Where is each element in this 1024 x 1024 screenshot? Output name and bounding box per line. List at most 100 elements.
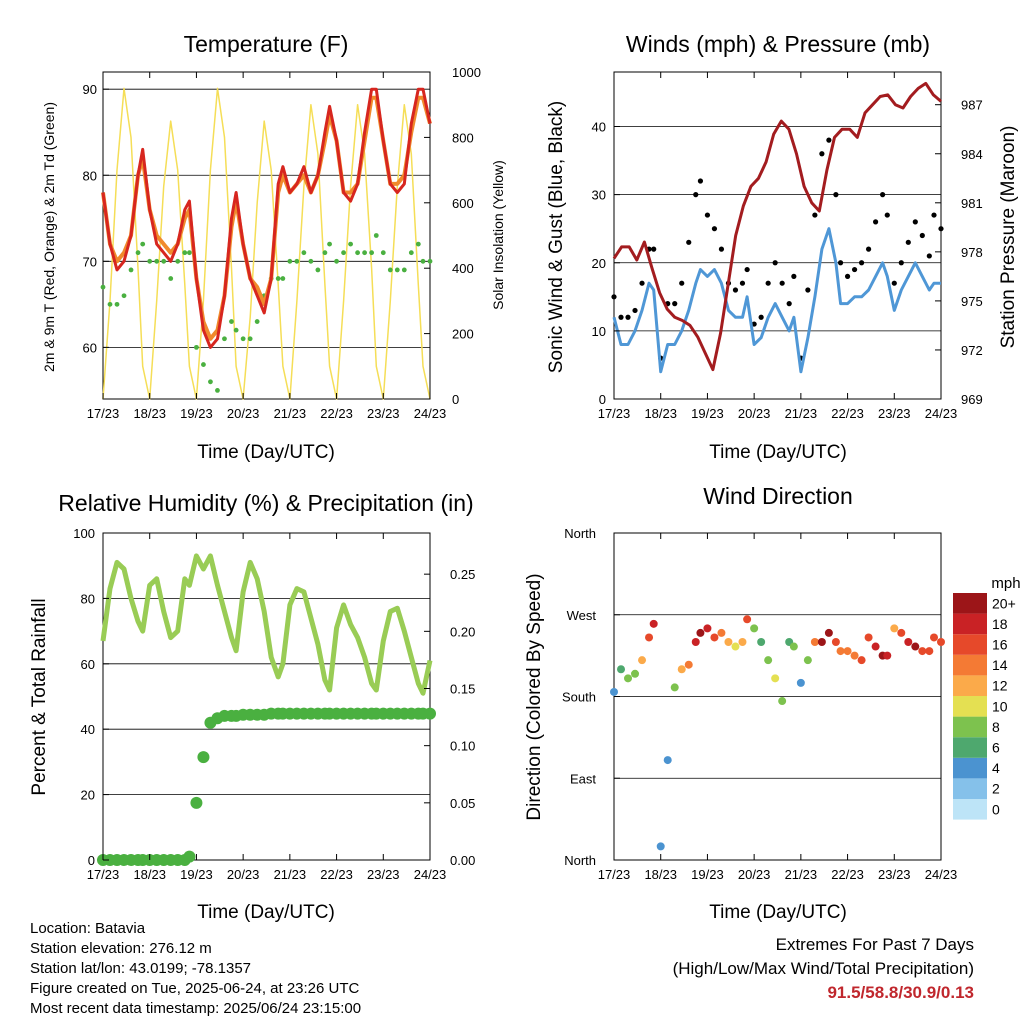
wind-direction-title: Wind Direction (703, 483, 853, 509)
y2-tick-label: 978 (961, 245, 983, 260)
rain-point (197, 751, 210, 764)
y-tick-label: 80 (83, 168, 97, 183)
x-tick-label: 21/23 (785, 406, 818, 421)
colorbar-cell (953, 675, 987, 696)
colorbar-label: 8 (992, 719, 1000, 735)
direction-point (904, 638, 913, 646)
dewpoint-point (247, 336, 253, 342)
dewpoint-point (114, 301, 120, 307)
y-tick-label: 100 (73, 526, 95, 541)
temperature-panel: Temperature (F) 60 70 80 90 0 200 400 600 800 100… (41, 31, 506, 463)
gust-point (679, 280, 685, 286)
x-tick-label: 21/23 (274, 867, 307, 882)
gust-point (891, 280, 897, 286)
direction-point (897, 628, 906, 637)
x-tick-label: 24/23 (925, 867, 958, 882)
x-tick-label: 23/23 (367, 867, 400, 882)
x-tick-label: 24/23 (414, 406, 447, 421)
colorbar-label: 18 (992, 616, 1008, 632)
y2-tick-label: 0 (452, 392, 459, 407)
direction-point (796, 678, 805, 687)
x-tick-label: 19/23 (180, 867, 213, 882)
gust-point (786, 301, 792, 307)
x-tick-label: 23/23 (878, 867, 911, 882)
solar-line (102, 87, 431, 400)
dewpoint-point (373, 233, 379, 238)
dewpoint-point (355, 250, 360, 256)
colorbar-label: 6 (992, 740, 1000, 756)
direction-point (864, 633, 873, 642)
gust-point (625, 314, 631, 320)
direction-point (857, 656, 866, 665)
direction-point (890, 624, 899, 633)
temperature-title: Temperature (F) (184, 31, 349, 57)
created-text: Figure created on Tue, 2025-06-24, at 23… (30, 980, 360, 997)
temperature-series (100, 87, 433, 400)
direction-point (645, 633, 654, 642)
x-tick-label: 24/23 (414, 867, 447, 882)
temperature-ylabel-right: Solar Insolation (Yellow) (490, 160, 506, 310)
winds-xlabel: Time (Day/UTC) (709, 442, 847, 463)
x-tick-label: 18/23 (644, 867, 677, 882)
y2-tick-label: 972 (961, 343, 983, 358)
winds-plot-area (613, 71, 942, 400)
y-tick-label: South (562, 690, 596, 705)
colorbar-cell (953, 799, 987, 820)
gust-point (865, 246, 872, 252)
speed-colorbar: 0 2 4 6 8 10 12 14 16 18 20+ (953, 593, 1016, 820)
latlon-text: Station lat/lon: 43.0199; -78.1357 (30, 960, 252, 977)
gust-point (697, 178, 704, 184)
x-tick-label: 21/23 (274, 406, 307, 421)
y2-tick-label: 0.20 (450, 624, 475, 639)
dewpoint-point (254, 319, 260, 324)
y-tick-label: 20 (81, 788, 95, 803)
x-tick-label: 21/23 (785, 867, 818, 882)
dewpoint-point (322, 250, 328, 256)
x-tick-label: 17/23 (87, 867, 120, 882)
y-tick-label: 60 (83, 340, 97, 355)
direction-point (696, 628, 705, 637)
direction-point (803, 656, 812, 665)
dewpoint-point (287, 258, 293, 264)
gust-point (931, 212, 937, 218)
rain-point (183, 850, 196, 863)
dewpoint-point (294, 258, 300, 264)
colorbar-label: 12 (992, 678, 1008, 694)
direction-point (724, 638, 733, 646)
direction-point (617, 665, 626, 674)
y-tick-label: West (567, 608, 597, 623)
direction-point (731, 642, 740, 651)
wind-direction-points (610, 615, 945, 851)
direction-point (710, 633, 719, 642)
x-tick-label: 18/23 (133, 406, 166, 421)
dewpoint-point (187, 250, 192, 256)
dewpoint-point (362, 250, 367, 256)
direction-point (824, 628, 833, 637)
direction-point (778, 697, 787, 706)
direction-point (656, 842, 665, 851)
winds-ylabel-left: Sonic Wind & Gust (Blue, Black) (546, 101, 567, 373)
dewpoint-point (341, 250, 346, 256)
dewpoint-point (175, 258, 181, 264)
dewpoint-point (401, 267, 407, 273)
rh-line (100, 553, 433, 696)
dewpoint-point (222, 336, 227, 342)
direction-point (771, 674, 780, 683)
direction-point (850, 651, 859, 660)
extremes-subtitle: (High/Low/Max Wind/Total Precipitation) (672, 959, 974, 978)
gust-point (791, 273, 797, 279)
gust-point (632, 307, 638, 314)
y-tick-label: 60 (81, 657, 95, 672)
direction-point (918, 647, 927, 656)
wind-line (612, 227, 941, 374)
gust-point (693, 192, 699, 198)
y2-tick-label: 400 (452, 261, 474, 276)
humidity-title: Relative Humidity (%) & Precipitation (i… (58, 490, 473, 516)
y2-tick-label: 0.25 (450, 567, 475, 582)
dewpoint-point (215, 387, 220, 393)
y2-tick-label: 984 (961, 147, 983, 162)
x-tick-label: 20/23 (738, 867, 771, 882)
colorbar-cell (953, 696, 987, 717)
